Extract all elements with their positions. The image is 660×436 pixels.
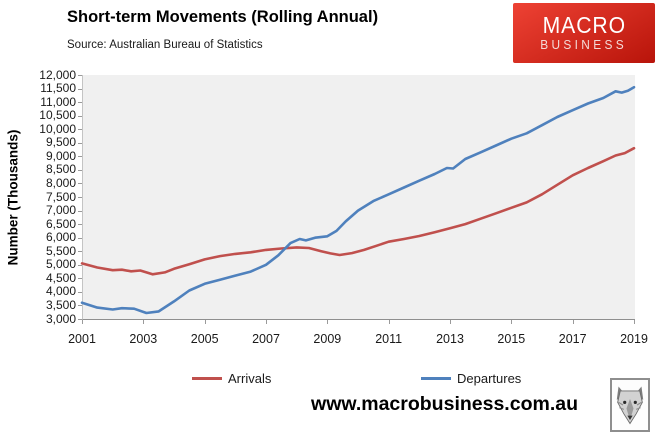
y-axis-tick-label: 11,000	[40, 94, 76, 109]
y-axis-tick	[78, 142, 82, 144]
macrobusiness-logo: MACRO BUSINESS	[513, 3, 655, 63]
y-axis-tick	[78, 264, 82, 266]
y-axis-tick	[78, 169, 82, 171]
y-axis-tick	[78, 210, 82, 212]
x-axis-tick	[572, 320, 574, 324]
x-axis-tick-label: 2015	[497, 332, 526, 346]
plot-area	[82, 75, 635, 320]
chart-title: Short-term Movements (Rolling Annual)	[67, 8, 379, 26]
legend-item-arrivals: Arrivals	[192, 371, 271, 386]
wolf-logo-box	[610, 378, 650, 432]
y-axis-tick-label: 9,500	[45, 135, 76, 150]
y-axis-tick	[78, 183, 82, 185]
website-url[interactable]: www.macrobusiness.com.au	[311, 393, 578, 415]
x-axis-tick	[327, 320, 329, 324]
x-axis-tick-label: 2005	[190, 332, 219, 346]
x-axis-tick	[450, 320, 451, 324]
x-axis-tick-label: 2007	[252, 332, 280, 346]
x-axis-tick	[634, 320, 635, 324]
y-axis-tick	[78, 115, 82, 117]
y-axis-tick-label: 4,500	[45, 270, 76, 285]
legend-swatch-arrivals	[192, 377, 222, 380]
y-axis-tick	[78, 251, 82, 253]
y-axis-tick-label: 10,000	[39, 121, 76, 136]
chart-legend: Arrivals Departures	[0, 371, 660, 387]
y-axis-tick	[78, 102, 82, 104]
y-axis-tick	[78, 129, 82, 131]
y-axis-tick	[78, 305, 82, 307]
legend-swatch-departures	[421, 377, 451, 380]
y-axis-tick	[78, 224, 82, 226]
y-axis-tick-label: 9,000	[45, 148, 76, 163]
y-axis-tick-label: 7,500	[45, 189, 76, 204]
y-axis-tick	[78, 75, 82, 76]
y-axis-tick-label: 7,000	[45, 203, 76, 218]
legend-label-arrivals: Arrivals	[228, 371, 272, 386]
y-axis-tick	[78, 237, 82, 239]
x-axis-tick	[266, 320, 267, 324]
x-axis-tick-label: 2011	[375, 332, 403, 346]
y-axis-tick	[78, 88, 82, 90]
y-axis-tick-label: 12,000	[39, 67, 76, 82]
y-axis-tick-label: 8,500	[45, 162, 76, 177]
x-axis-tick-label: 2003	[129, 332, 158, 346]
x-axis-tick	[511, 320, 513, 324]
x-axis-tick	[204, 320, 206, 324]
y-axis-tick-label: 3,000	[45, 311, 76, 326]
chart-source: Source: Australian Bureau of Statistics	[67, 39, 263, 51]
y-axis-tick	[78, 156, 82, 158]
logo-business-text: BUSINESS	[540, 38, 628, 52]
x-axis-tick	[82, 320, 83, 324]
x-axis-tick-label: 2009	[313, 332, 342, 346]
y-axis-tick	[78, 278, 82, 280]
y-axis-tick	[78, 197, 82, 198]
y-axis-tick-label: 5,500	[45, 243, 76, 258]
y-axis-tick-label: 8,000	[45, 175, 76, 190]
logo-macro-text: MACRO	[542, 12, 626, 38]
y-axis-tick-label: 4,000	[45, 284, 76, 299]
legend-item-departures: Departures	[421, 371, 521, 386]
y-axis-tick	[78, 291, 82, 293]
y-axis-tick-label: 10,500	[39, 108, 76, 123]
x-axis-tick	[143, 320, 145, 324]
y-axis-tick-label: 3,500	[45, 297, 76, 312]
y-axis-tick	[78, 319, 82, 320]
y-axis-tick-label: 11,500	[40, 81, 76, 96]
y-axis-tick-label: 5,000	[45, 257, 76, 272]
y-axis-tick-label: 6,000	[45, 230, 76, 245]
y-axis-tick-label: 6,500	[45, 216, 76, 231]
x-axis-tick-label: 2017	[558, 332, 587, 346]
x-axis-tick-label: 2001	[68, 332, 96, 346]
x-axis-tick	[388, 320, 390, 324]
x-axis-tick-label: 2013	[436, 332, 464, 346]
wolf-icon	[616, 386, 644, 425]
legend-label-departures: Departures	[457, 371, 522, 386]
x-axis-tick-label: 2019	[620, 332, 648, 346]
